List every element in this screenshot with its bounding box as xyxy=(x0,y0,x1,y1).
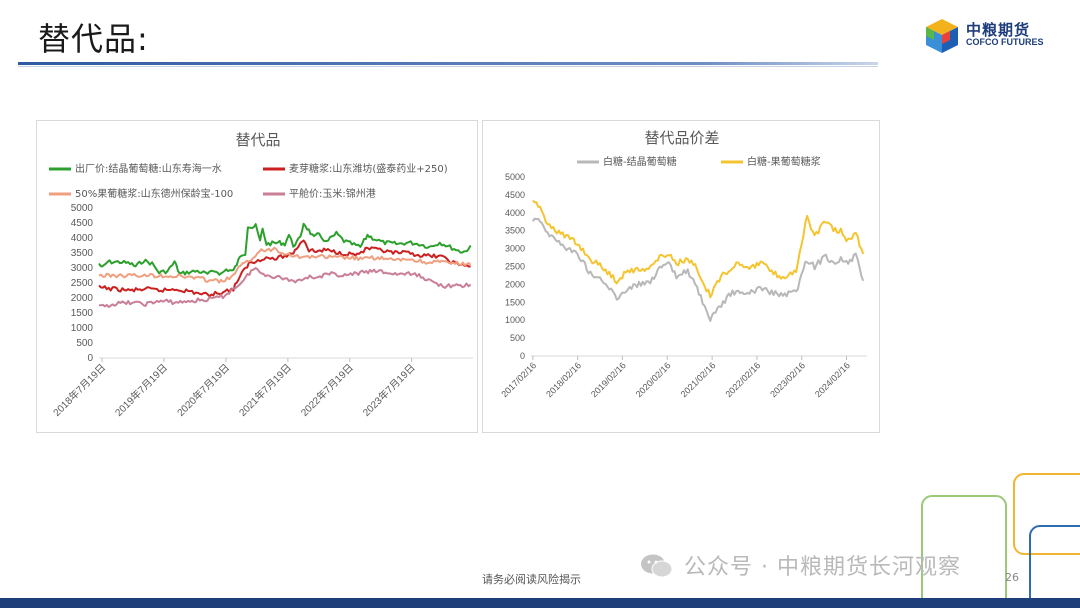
x-tick-label: 2023/02/16 xyxy=(768,360,807,399)
y-tick-label: 1000 xyxy=(71,323,94,334)
logo-chinese-name: 中粮期货 xyxy=(966,21,1031,39)
x-tick-label: 2019/02/16 xyxy=(589,360,628,399)
x-tick-label: 2021年7月19日 xyxy=(236,361,294,419)
page-title: 替代品: xyxy=(38,20,149,58)
y-tick-label: 0 xyxy=(520,351,525,361)
title-divider xyxy=(18,62,878,65)
series-line xyxy=(532,199,865,299)
cofco-logo: 中粮期货 COFCO FUTURES xyxy=(922,16,1052,56)
y-tick-label: 4000 xyxy=(71,233,94,244)
y-tick-label: 500 xyxy=(510,333,525,343)
legend-item: 50%果葡糖浆:山东德州保龄宝-100 xyxy=(49,187,233,200)
y-tick-label: 4500 xyxy=(505,190,525,200)
y-tick-label: 1500 xyxy=(71,308,94,319)
y-tick-label: 500 xyxy=(76,338,93,349)
watermark-text: 公众号 · 中粮期货长河观察 xyxy=(684,555,961,580)
y-tick-label: 5000 xyxy=(71,203,94,214)
y-tick-label: 0 xyxy=(87,353,93,364)
x-tick-label: 2021/02/16 xyxy=(679,360,718,399)
risk-disclosure-note: 请务必阅读风险揭示 xyxy=(482,573,581,586)
wechat-icon xyxy=(641,554,673,578)
x-tick-label: 2018/02/16 xyxy=(544,360,583,399)
y-tick-label: 3500 xyxy=(71,248,94,259)
x-tick-label: 2022/02/16 xyxy=(723,360,762,399)
cofco-cube-icon xyxy=(926,19,958,53)
x-tick-label: 2019年7月19日 xyxy=(112,361,170,419)
legend-item: 平舱价:玉米:锦州港 xyxy=(263,187,376,200)
legend-item: 麦芽糖浆:山东潍坊(盛泰药业+250) xyxy=(263,162,448,175)
y-tick-label: 4500 xyxy=(71,218,94,229)
series-line xyxy=(531,217,865,322)
y-tick-label: 3000 xyxy=(505,244,525,254)
x-tick-label: 2020年7月19日 xyxy=(174,361,232,419)
legend-label: 50%果葡糖浆:山东德州保龄宝-100 xyxy=(75,187,233,200)
legend-label: 白糖-结晶葡萄糖 xyxy=(603,155,677,168)
logo-english-name: COFCO FUTURES xyxy=(966,37,1044,47)
y-tick-label: 1000 xyxy=(505,315,525,325)
x-tick-label: 2022年7月19日 xyxy=(298,361,356,419)
series-line xyxy=(98,222,472,276)
legend-label: 白糖-果葡萄糖浆 xyxy=(747,155,821,168)
x-tick-label: 2023年7月19日 xyxy=(360,361,418,419)
y-tick-label: 2000 xyxy=(505,279,525,289)
chart-title: 替代品价差 xyxy=(644,129,719,147)
chart-title: 替代品 xyxy=(235,131,280,149)
legend-label: 出厂价:结晶葡萄糖:山东寿海一水 xyxy=(75,162,222,175)
y-tick-label: 4000 xyxy=(505,208,525,218)
y-tick-label: 1500 xyxy=(505,297,525,307)
x-tick-label: 2024/02/16 xyxy=(813,360,852,399)
x-tick-label: 2017/02/16 xyxy=(499,360,538,399)
y-tick-label: 3000 xyxy=(71,263,94,274)
legend-item: 出厂价:结晶葡萄糖:山东寿海一水 xyxy=(49,162,222,175)
series-line xyxy=(98,246,472,284)
legend-item: 白糖-结晶葡萄糖 xyxy=(577,155,677,168)
legend-label: 麦芽糖浆:山东潍坊(盛泰药业+250) xyxy=(289,162,448,175)
title-divider-thin xyxy=(18,66,878,67)
bottom-bar xyxy=(0,598,1080,608)
substitutes-chart-panel: 替代品 出厂价:结晶葡萄糖:山东寿海一水 麦芽糖浆:山东潍坊(盛泰药业+250) 50… xyxy=(36,120,478,433)
spread-chart-panel: 替代品价差白糖-结晶葡萄糖 白糖-果葡萄糖浆 0 500 1000 1500 2000 250… xyxy=(482,120,880,433)
series-line xyxy=(98,267,472,308)
y-tick-label: 2000 xyxy=(71,293,94,304)
y-tick-label: 5000 xyxy=(505,172,525,182)
x-tick-label: 2020/02/16 xyxy=(634,360,673,399)
decorative-corner-lines xyxy=(921,473,1080,600)
legend-label: 平舱价:玉米:锦州港 xyxy=(289,187,376,200)
x-tick-label: 2018年7月19日 xyxy=(50,361,108,419)
y-tick-label: 3500 xyxy=(505,226,525,236)
y-tick-label: 2500 xyxy=(71,278,94,289)
y-tick-label: 2500 xyxy=(505,262,525,272)
legend-item: 白糖-果葡萄糖浆 xyxy=(721,155,821,168)
page-number: 26 xyxy=(1005,571,1019,584)
